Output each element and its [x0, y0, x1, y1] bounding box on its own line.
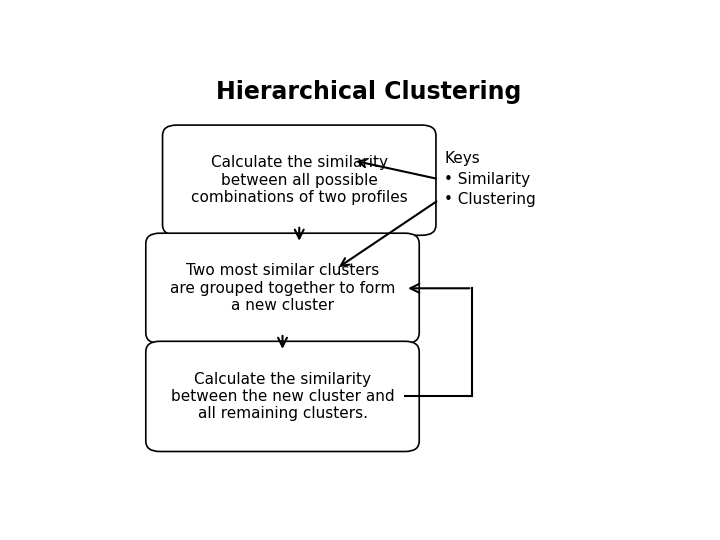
Text: Keys: Keys: [444, 151, 480, 166]
Text: • Clustering: • Clustering: [444, 192, 536, 207]
FancyBboxPatch shape: [145, 341, 419, 451]
FancyBboxPatch shape: [163, 125, 436, 235]
Text: Two most similar clusters
are grouped together to form
a new cluster: Two most similar clusters are grouped to…: [170, 264, 395, 313]
Text: Calculate the similarity
between all possible
combinations of two profiles: Calculate the similarity between all pos…: [191, 156, 408, 205]
Text: Calculate the similarity
between the new cluster and
all remaining clusters.: Calculate the similarity between the new…: [171, 372, 395, 421]
Text: • Similarity: • Similarity: [444, 172, 531, 187]
FancyBboxPatch shape: [145, 233, 419, 343]
Text: Hierarchical Clustering: Hierarchical Clustering: [216, 80, 522, 104]
